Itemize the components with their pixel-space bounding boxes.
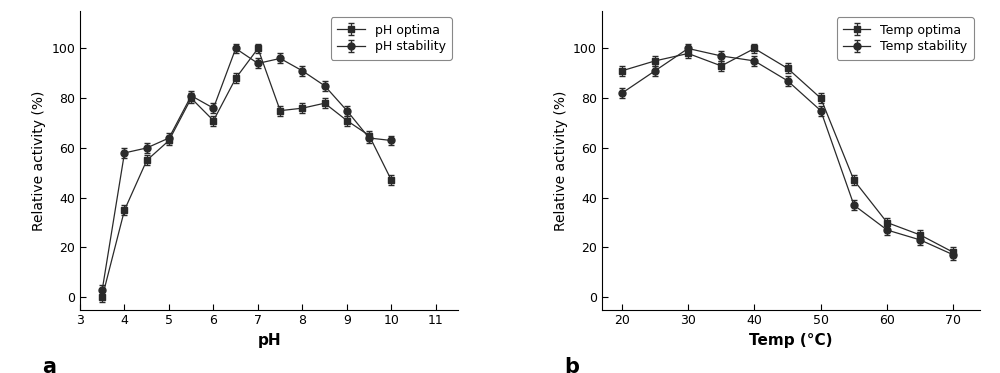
Text: a: a — [42, 357, 56, 373]
Legend: pH optima, pH stability: pH optima, pH stability — [331, 18, 452, 60]
Legend: Temp optima, Temp stability: Temp optima, Temp stability — [837, 18, 974, 60]
Y-axis label: Relative activity (%): Relative activity (%) — [32, 90, 46, 231]
Text: b: b — [564, 357, 579, 373]
X-axis label: pH: pH — [257, 333, 281, 348]
Y-axis label: Relative activity (%): Relative activity (%) — [554, 90, 568, 231]
X-axis label: Temp (°C): Temp (°C) — [749, 333, 833, 348]
